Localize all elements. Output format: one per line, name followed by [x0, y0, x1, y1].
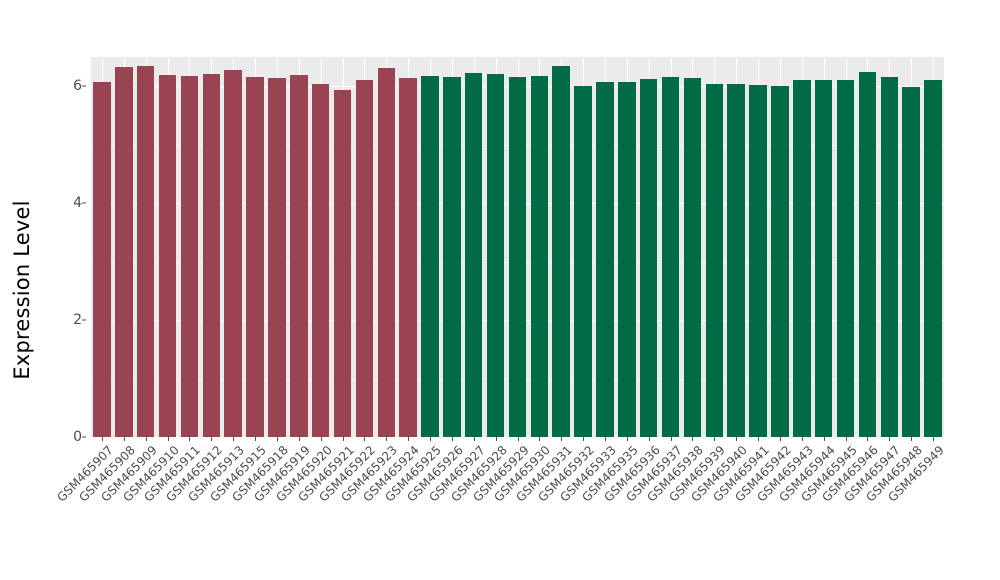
x-tick-mark: [518, 437, 519, 441]
x-tick-mark: [189, 437, 190, 441]
x-tick-mark: [736, 437, 737, 441]
bar: [858, 72, 877, 437]
x-tick-mark: [255, 437, 256, 441]
bar: [355, 80, 374, 437]
y-tick-mark: [82, 85, 86, 87]
bar: [158, 74, 177, 437]
bar: [465, 73, 483, 437]
bar: [93, 82, 111, 437]
bar: [880, 77, 899, 437]
y-tick-label: 2: [73, 312, 82, 329]
bar: [443, 76, 461, 437]
y-tick-mark: [82, 319, 86, 321]
bar: [180, 76, 199, 437]
bar: [486, 73, 505, 437]
x-axis-ticks: [91, 437, 944, 443]
bar: [421, 75, 439, 437]
bar: [749, 85, 767, 437]
bar: [136, 65, 155, 437]
bar: [246, 76, 264, 437]
x-tick-mark: [211, 437, 212, 441]
x-tick-mark: [233, 437, 234, 441]
x-tick-mark: [911, 437, 912, 441]
bar: [399, 78, 417, 437]
x-tick-mark: [933, 437, 934, 441]
x-tick-mark: [343, 437, 344, 441]
x-tick-mark: [474, 437, 475, 441]
y-axis-title: Expression Level: [10, 200, 34, 380]
x-tick-mark: [605, 437, 606, 441]
bar: [793, 79, 811, 437]
x-tick-mark: [299, 437, 300, 441]
x-tick-mark: [692, 437, 693, 441]
x-tick-mark: [124, 437, 125, 441]
plot-panel: [91, 57, 944, 437]
x-tick-mark: [714, 437, 715, 441]
x-tick-mark: [758, 437, 759, 441]
x-tick-mark: [846, 437, 847, 441]
bar: [814, 80, 833, 437]
x-tick-mark: [321, 437, 322, 441]
bar: [771, 86, 789, 437]
bar: [202, 73, 221, 437]
x-tick-mark: [671, 437, 672, 441]
x-tick-mark: [364, 437, 365, 441]
bar: [311, 83, 330, 437]
y-tick-label: 0: [73, 429, 82, 445]
y-axis-ticks: 0 2 4 6: [44, 0, 86, 580]
x-tick-mark: [168, 437, 169, 441]
y-tick-mark: [82, 202, 86, 204]
x-axis-labels: GSM465907 GSM465908 GSM465909 GSM465910 GSM4…: [54, 443, 947, 580]
bar: [224, 70, 242, 437]
bar: [924, 79, 942, 437]
bar: [618, 81, 636, 437]
x-tick-mark: [102, 437, 103, 441]
bar: [661, 77, 680, 437]
bar: [596, 82, 614, 437]
x-tick-mark: [583, 437, 584, 441]
bar: [290, 75, 308, 437]
x-tick-mark: [386, 437, 387, 441]
bar: [727, 83, 745, 437]
x-tick-mark: [496, 437, 497, 441]
x-tick-mark: [277, 437, 278, 441]
y-tick-label: 4: [73, 195, 82, 212]
bar: [705, 83, 724, 437]
bar: [552, 65, 570, 437]
bar: [683, 78, 702, 437]
y-tick-label: 6: [73, 78, 82, 95]
bar: [574, 85, 592, 437]
bar: [333, 90, 352, 437]
x-tick-mark: [146, 437, 147, 441]
x-tick-mark: [539, 437, 540, 441]
x-tick-mark: [824, 437, 825, 441]
x-tick-mark: [430, 437, 431, 441]
bar: [902, 86, 920, 437]
bar: [115, 66, 133, 437]
x-tick-mark: [780, 437, 781, 441]
x-tick-mark: [889, 437, 890, 441]
x-tick-mark: [408, 437, 409, 441]
bar: [639, 79, 658, 437]
y-tick-mark: [82, 436, 86, 438]
x-tick-mark: [561, 437, 562, 441]
bar: [530, 76, 549, 437]
bar: [836, 80, 855, 437]
x-tick-mark: [452, 437, 453, 441]
x-tick-mark: [649, 437, 650, 441]
bar: [268, 78, 286, 437]
x-tick-mark: [802, 437, 803, 441]
x-tick-mark: [867, 437, 868, 441]
x-tick-mark: [627, 437, 628, 441]
bar: [508, 76, 527, 437]
bar: [377, 68, 395, 437]
